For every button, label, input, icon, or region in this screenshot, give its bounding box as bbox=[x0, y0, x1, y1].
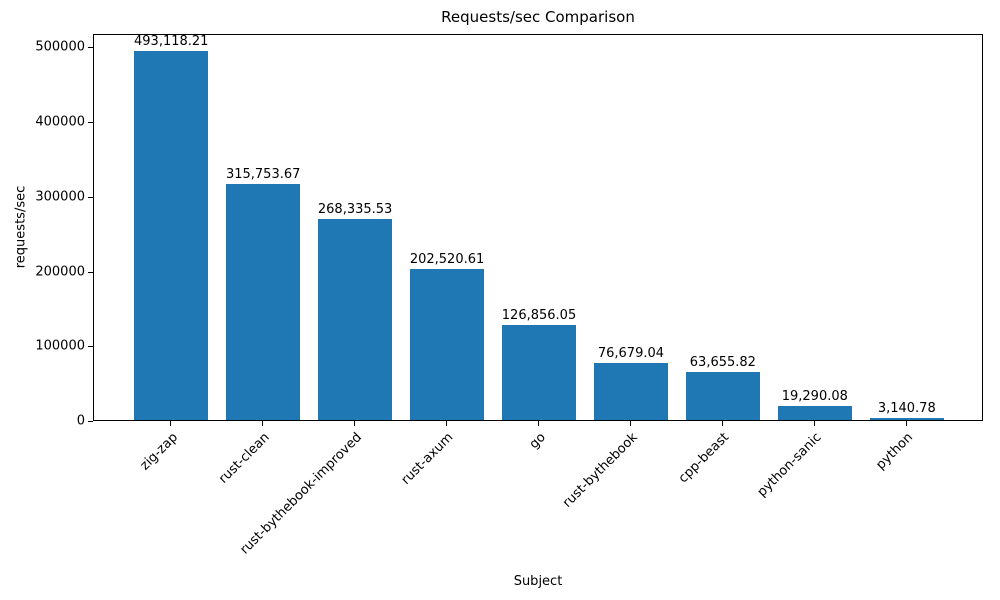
bar-rust-clean bbox=[226, 184, 300, 420]
bar-value-label: 63,655.82 bbox=[689, 355, 756, 371]
y-tick-mark bbox=[88, 122, 93, 124]
y-tick-mark bbox=[88, 196, 93, 198]
bar-value-label: 268,335.53 bbox=[317, 202, 393, 218]
x-tick-label-cpp-beast: cpp-beast bbox=[676, 430, 733, 487]
bar-go bbox=[502, 325, 576, 420]
bar-cpp-beast bbox=[686, 372, 760, 420]
bar-value-label: 493,118.21 bbox=[134, 34, 209, 50]
x-tick-label-python: python bbox=[873, 430, 917, 473]
x-axis-label: Subject bbox=[513, 574, 563, 589]
bar-value-label: 126,856.05 bbox=[501, 308, 577, 324]
y-tick-label: 200000 bbox=[35, 264, 85, 279]
y-tick-label: 400000 bbox=[35, 114, 85, 130]
x-tick-label-rust-bythebook: rust-bythebook bbox=[559, 430, 641, 511]
y-tick-mark bbox=[88, 421, 93, 422]
y-tick-label: 100000 bbox=[35, 338, 85, 354]
x-tick-mark bbox=[446, 421, 448, 426]
plot-area: 493,118.21 315,753.67 268,335.53 202,520.61… bbox=[93, 34, 983, 421]
y-tick-label: 300000 bbox=[35, 189, 85, 205]
x-tick-mark bbox=[629, 421, 631, 426]
x-tick-label-rust-clean: rust-clean bbox=[216, 430, 273, 487]
x-tick-label-rust-axum: rust-axum bbox=[398, 430, 457, 488]
x-tick-mark bbox=[354, 421, 356, 426]
bar-rust-bythebook-improved bbox=[318, 219, 392, 420]
bar-rust-bythebook bbox=[594, 362, 668, 420]
y-tick-mark bbox=[88, 346, 93, 348]
bar-zig-zap bbox=[134, 51, 208, 420]
x-tick-label-go: go bbox=[526, 430, 549, 453]
x-tick-mark bbox=[721, 421, 723, 426]
x-tick-mark bbox=[538, 421, 539, 426]
bar-value-label: 202,520.61 bbox=[409, 251, 485, 267]
x-tick-label-python-sanic: python-sanic bbox=[754, 430, 825, 500]
chart-title: Requests/sec Comparison bbox=[441, 8, 635, 26]
y-tick-mark bbox=[88, 271, 93, 273]
x-tick-mark bbox=[905, 421, 907, 426]
bar-value-label: 3,140.78 bbox=[877, 400, 936, 416]
y-tick-mark bbox=[88, 47, 93, 49]
x-tick-mark bbox=[813, 421, 815, 426]
y-axis-label: requests/sec bbox=[13, 185, 29, 269]
y-tick-label: 500000 bbox=[35, 39, 85, 55]
x-tick-mark bbox=[262, 421, 264, 426]
bar-python bbox=[869, 417, 944, 420]
bar-python-sanic bbox=[778, 405, 852, 420]
x-tick-mark bbox=[170, 421, 172, 426]
x-tick-label-zig-zap: zig-zap bbox=[137, 430, 181, 474]
bar-rust-axum bbox=[410, 268, 484, 420]
bar-value-label: 19,290.08 bbox=[781, 388, 848, 404]
bar-value-label: 76,679.04 bbox=[597, 345, 665, 361]
y-tick-label: 0 bbox=[76, 413, 85, 429]
bar-value-label: 315,753.67 bbox=[225, 167, 301, 182]
